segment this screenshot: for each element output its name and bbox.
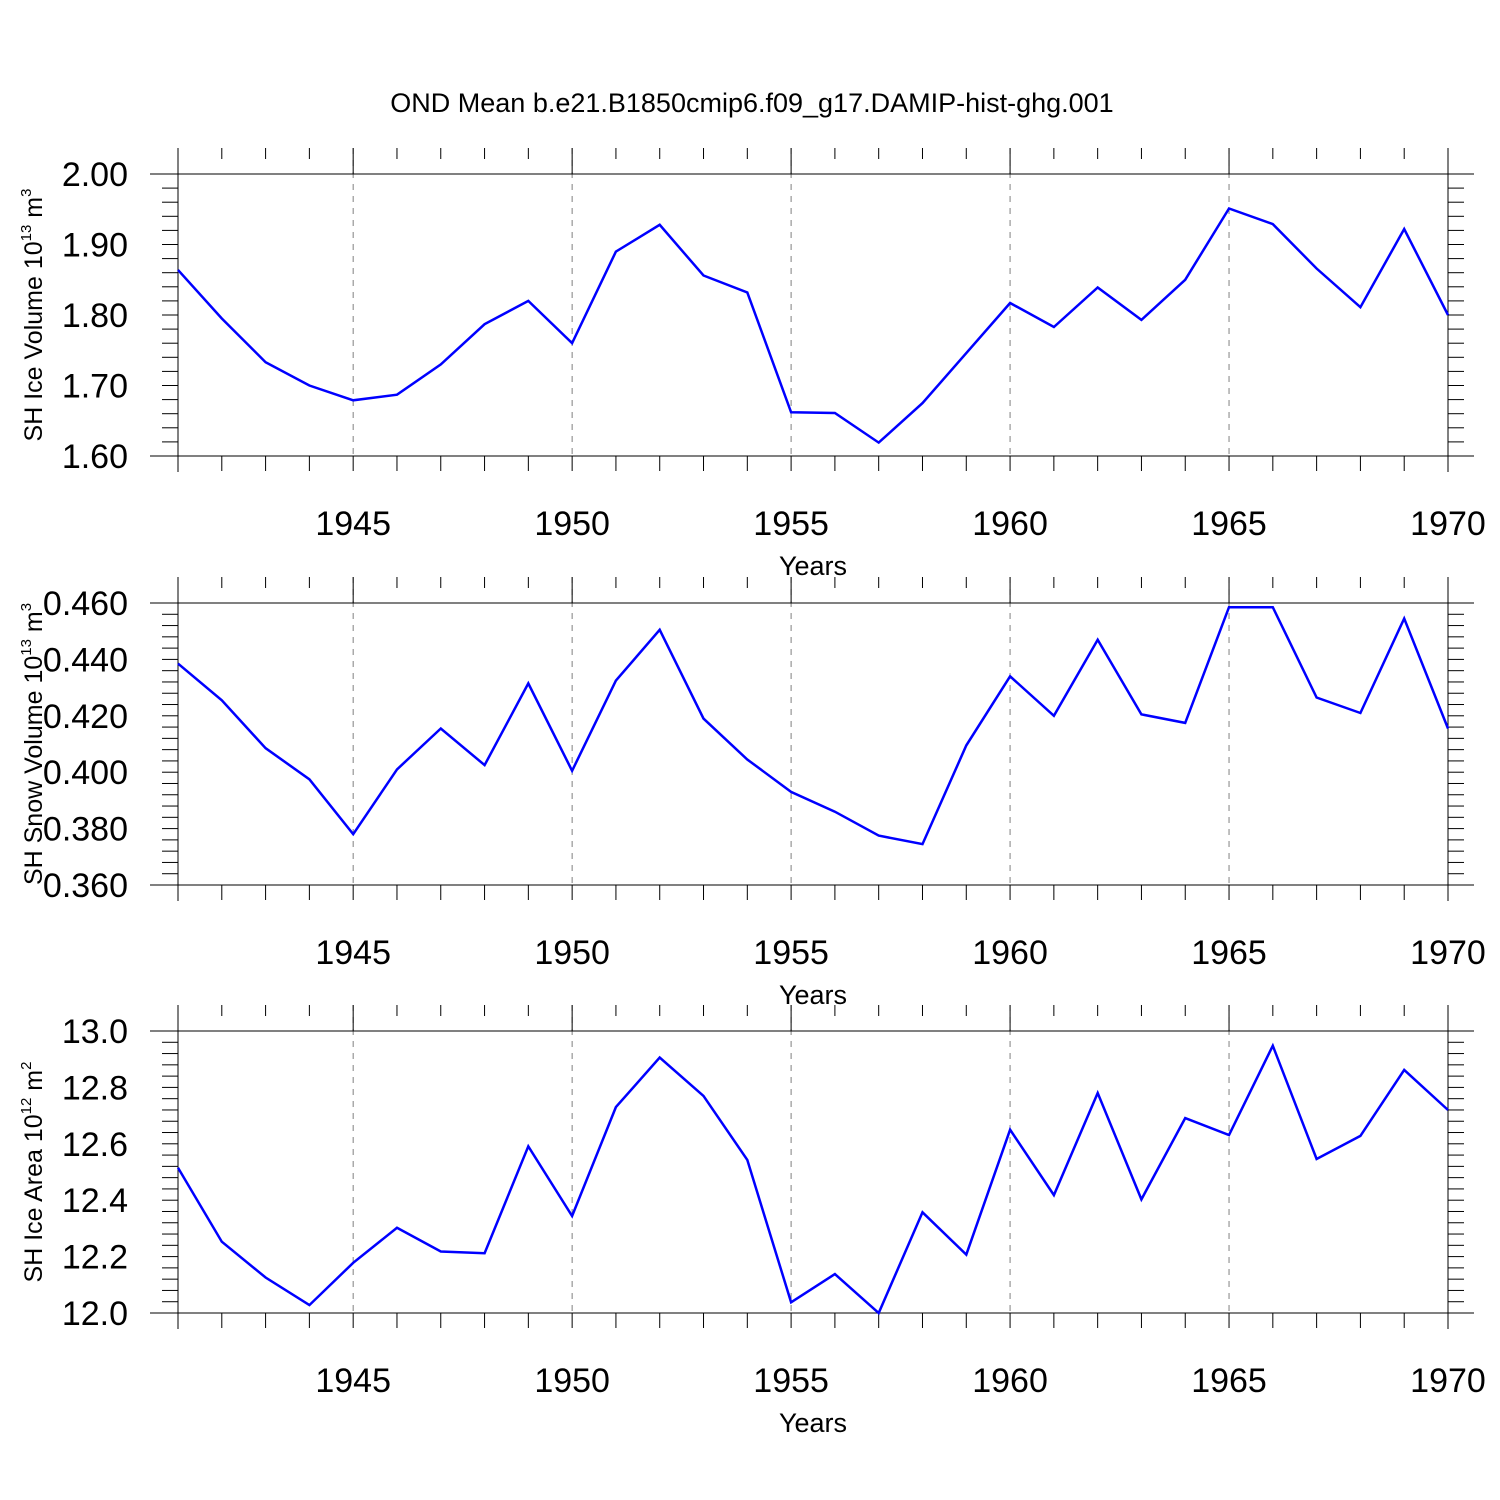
panel-snow-volume: 0.360 0.380 0.400 0.420 0.440 0.460 1945 1950 19…: [18, 577, 1486, 1010]
y-tick-label: 0.420: [43, 698, 128, 736]
x-tick-label: 1970: [1410, 1362, 1486, 1400]
x-tick-label: 1945: [315, 505, 391, 543]
y-tick-label: 2.00: [62, 156, 128, 194]
x-tick-label: 1955: [753, 505, 829, 543]
y-axis-label: SH Ice Volume 1013 m3: [18, 189, 48, 442]
y-tick-label: 1.70: [62, 368, 128, 406]
x-tick-label: 1965: [1191, 934, 1267, 972]
x-tick-label: 1970: [1410, 934, 1486, 972]
y-tick-label: 0.400: [43, 754, 128, 792]
y-tick-label: 13.0: [62, 1013, 128, 1051]
x-axis-label: Years: [779, 551, 847, 581]
series-line-ice-area: [176, 1042, 1449, 1316]
panels: 1.60 1.70 1.80 1.90 2.00 1945 1950 1955 1960 1965…: [18, 148, 1486, 1438]
y-tick-label: 0.460: [43, 585, 128, 623]
x-tick-label: 1955: [753, 934, 829, 972]
x-tick-label: 1945: [315, 934, 391, 972]
series-line-ice-volume: [177, 206, 1450, 445]
figure-title: OND Mean b.e21.B1850cmip6.f09_g17.DAMIP-…: [390, 88, 1113, 118]
y-axis-label: SH Ice Area 1012 m2: [18, 1062, 48, 1283]
y-tick-label: 0.380: [43, 811, 128, 849]
x-axis-label: Years: [779, 980, 847, 1010]
x-tick-label: 1955: [753, 1362, 829, 1400]
y-tick-label: 12.0: [62, 1295, 128, 1333]
x-tick-label: 1970: [1410, 505, 1486, 543]
x-tick-label: 1960: [972, 505, 1048, 543]
y-tick-label: 12.2: [62, 1239, 128, 1277]
panel-ice-volume: 1.60 1.70 1.80 1.90 2.00 1945 1950 1955 1960 1965…: [18, 148, 1486, 581]
y-tick-label: 12.4: [62, 1182, 128, 1220]
x-tick-label: 1950: [534, 934, 610, 972]
x-tick-label: 1965: [1191, 505, 1267, 543]
y-tick-label: 0.440: [43, 641, 128, 679]
y-tick-label: 1.90: [62, 227, 128, 265]
series-line-snow-volume: [177, 605, 1450, 846]
x-tick-label: 1945: [315, 1362, 391, 1400]
y-tick-label: 1.60: [62, 438, 128, 476]
y-axis-label: SH Snow Volume 1013 m3: [18, 603, 48, 885]
x-axis-label: Years: [779, 1408, 847, 1438]
x-tick-label: 1950: [534, 1362, 610, 1400]
y-tick-label: 12.8: [62, 1069, 128, 1107]
y-tick-label: 1.80: [62, 297, 128, 335]
x-tick-label: 1965: [1191, 1362, 1267, 1400]
x-tick-label: 1960: [972, 1362, 1048, 1400]
x-tick-label: 1960: [972, 934, 1048, 972]
y-tick-label: 0.360: [43, 867, 128, 905]
y-tick-label: 12.6: [62, 1126, 128, 1164]
panel-ice-area: 12.0 12.2 12.4 12.6 12.8 13.0 1945 1950 1955 1960…: [18, 1005, 1486, 1438]
x-tick-label: 1950: [534, 505, 610, 543]
